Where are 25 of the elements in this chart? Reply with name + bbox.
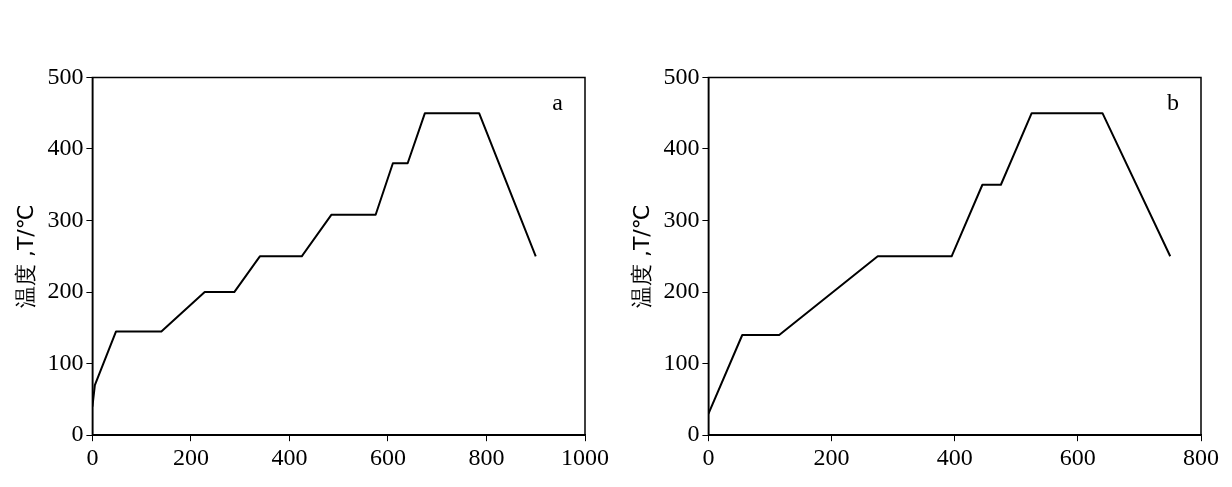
y-tick-label: 500 [47, 62, 84, 89]
x-tick-label: 400 [271, 443, 308, 470]
y-tick-label: 400 [47, 134, 84, 161]
y-axis-title: 温度 ,T/℃ [628, 204, 654, 309]
x-tick-label: 200 [172, 443, 209, 470]
y-tick-label: 200 [663, 277, 700, 304]
y-tick-label: 200 [47, 277, 84, 304]
y-tick-label: 300 [663, 205, 700, 232]
y-tick-label: 400 [663, 134, 700, 161]
annotation: a [552, 88, 564, 115]
x-tick-label: 800 [468, 443, 505, 470]
y-tick-label: 0 [687, 420, 700, 447]
x-tick-label: 200 [813, 443, 850, 470]
y-axis-title: 温度 ,T/℃ [12, 204, 38, 309]
annotation: b [1167, 88, 1179, 115]
y-tick-label: 500 [663, 62, 700, 89]
x-tick-label: 400 [936, 443, 973, 470]
x-tick-label: 1000 [561, 443, 609, 470]
x-tick-label: 600 [1059, 443, 1096, 470]
y-tick-label: 0 [71, 420, 84, 447]
y-tick-label: 100 [663, 348, 700, 375]
x-tick-label: 800 [1183, 443, 1219, 470]
y-tick-label: 300 [47, 205, 84, 232]
y-tick-label: 100 [47, 348, 84, 375]
x-tick-label: 600 [369, 443, 406, 470]
